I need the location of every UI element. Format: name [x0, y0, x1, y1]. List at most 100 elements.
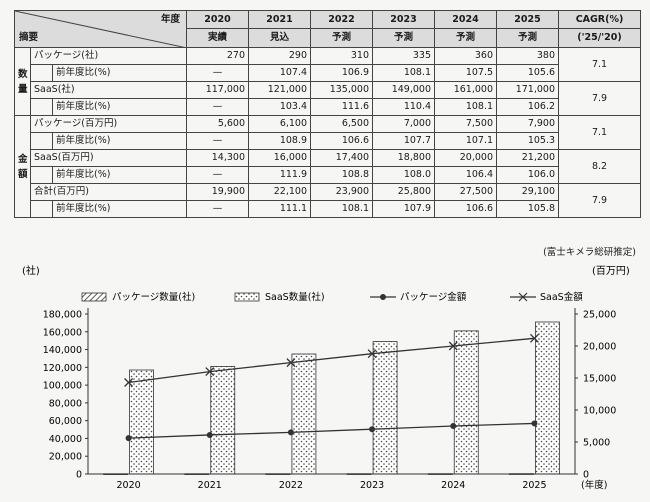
group-label: 数量: [14, 47, 31, 116]
x-tick-label: 2024: [441, 480, 465, 491]
point-x: [205, 367, 215, 377]
table-cell: 108.1: [434, 98, 498, 116]
row-label: 前年度比(%): [51, 132, 188, 150]
left-tick-label: 20,000: [49, 452, 82, 463]
point-circle: [125, 435, 132, 442]
x-tick-label: 2025: [522, 480, 546, 491]
legend-label: パッケージ金額: [400, 291, 467, 303]
table-cell: 7,000: [372, 115, 436, 133]
source-note: (富士キメラ総研推定): [543, 247, 636, 258]
table-cell: 335: [372, 47, 436, 65]
table-row: 前年度比(%) —111.9 108.8 108.0 106.4 106.0: [15, 166, 641, 184]
table-cell: 105.8: [496, 200, 560, 218]
table-cell: 16,000: [248, 149, 312, 167]
table-cell: 7,500: [434, 115, 498, 133]
right-tick-label: 20,000: [583, 342, 616, 353]
legend-marker: [518, 292, 528, 302]
left-tick-label: 120,000: [43, 363, 82, 374]
row-label: 前年度比(%): [51, 200, 188, 218]
legend-label: SaaS金額: [540, 291, 583, 303]
table-cell: 161,000: [434, 81, 498, 99]
row-spacer: [30, 200, 53, 218]
bar-dots: [535, 321, 560, 475]
row-label: SaaS(社): [29, 81, 188, 99]
year-header: 2020: [186, 10, 250, 29]
x-tick-label: 2023: [360, 480, 384, 491]
table-cell: 106.2: [496, 98, 560, 116]
table-cell: 27,500: [434, 183, 498, 201]
left-tick-label: 140,000: [43, 345, 82, 356]
table-cell: 106.6: [310, 132, 374, 150]
table-row: 前年度比(%) —111.1 108.1 107.9 106.6 105.8: [15, 200, 641, 218]
table-cell: 20,000: [434, 149, 498, 167]
year-status: 見込: [248, 28, 312, 48]
table-cell: 21,200: [496, 149, 560, 167]
table-cell: —: [186, 64, 250, 82]
table-cell: —: [186, 98, 250, 116]
table-cell: 107.7: [372, 132, 436, 150]
series-line: [128, 337, 535, 384]
table-cell: 108.0: [372, 166, 436, 184]
point-circle: [206, 431, 213, 438]
year-status: 予測: [310, 28, 374, 48]
row-label: 前年度比(%): [51, 166, 188, 184]
row-label: SaaS(百万円): [29, 149, 188, 167]
left-tick-label: 100,000: [43, 381, 82, 392]
row-spacer: [30, 132, 53, 150]
table-cell: 7,900: [496, 115, 560, 133]
table-cell: 107.5: [434, 64, 498, 82]
year-header: 2023: [372, 10, 436, 29]
table-cell: 108.1: [372, 64, 436, 82]
year-header: 2025: [496, 10, 560, 29]
cagr-value: 7.9: [558, 183, 642, 218]
table-cell: 19,900: [186, 183, 250, 201]
left-tick-label: 60,000: [49, 416, 82, 427]
point-x: [367, 349, 377, 359]
right-tick-label: 5,000: [583, 438, 610, 449]
table-cell: 22,100: [248, 183, 312, 201]
group-label: 金額: [14, 115, 31, 218]
table-cell: 17,400: [310, 149, 374, 167]
right-tick-label: 10,000: [583, 406, 616, 417]
x-tick-label: 2022: [279, 480, 303, 491]
market-chart: (社) (百万円) パッケージ数量(社) SaaS数量(社) パッケージ金額 SaaS金額…: [22, 264, 630, 491]
year-header: 2022: [310, 10, 374, 29]
table-cell: 14,300: [186, 149, 250, 167]
table-cell: 108.9: [248, 132, 312, 150]
table-cell: 106.6: [434, 200, 498, 218]
year-status: 実績: [186, 28, 250, 48]
table-cell: —: [186, 200, 250, 218]
table-cell: 135,000: [310, 81, 374, 99]
row-spacer: [30, 98, 53, 116]
table-cell: 111.9: [248, 166, 312, 184]
point-x: [124, 378, 134, 387]
table-cell: 290: [248, 47, 312, 65]
table-cell: 270: [186, 47, 250, 65]
bar-dots: [372, 341, 398, 475]
bar-dots: [453, 330, 479, 475]
bar-dots: [210, 366, 236, 475]
table-row: SaaS(社) 117,000 121,000 135,000 149,000 161,0…: [15, 81, 642, 116]
table-cell: 6,100: [248, 115, 312, 133]
table-cell: 107.1: [434, 132, 498, 150]
market-forecast-table: 年度 摘要 2020 2021 2022 2023 2024 2025 CAGR(%) 実績 見込予…: [13, 10, 642, 218]
series-line: [128, 422, 535, 439]
table-row: 数量パッケージ(社) 270 290 310 335 360 380 7.1: [14, 47, 642, 116]
table-cell: 121,000: [248, 81, 312, 99]
row-spacer: [30, 64, 53, 82]
row-label: 合計(百万円): [29, 183, 188, 201]
table-cell: 111.6: [310, 98, 374, 116]
left-tick-label: 0: [76, 470, 82, 481]
table-row: 前年度比(%) —103.4 111.6 110.4 108.1 106.2: [15, 98, 641, 116]
table-cell: 108.1: [310, 200, 374, 218]
row-label: パッケージ(百万円): [29, 115, 188, 133]
table-cell: 29,100: [496, 183, 560, 201]
left-tick-label: 180,000: [43, 310, 82, 321]
x-tick-label: 2020: [116, 480, 140, 491]
point-circle: [369, 426, 376, 433]
table-row: 合計(百万円) 19,900 22,100 23,900 25,800 27,500 29,…: [15, 183, 642, 218]
cagr-value: 7.1: [558, 47, 642, 82]
x-tick-label: 2021: [198, 480, 222, 491]
header-summary-label: 摘要: [19, 32, 39, 43]
table-cell: 117,000: [186, 81, 250, 99]
